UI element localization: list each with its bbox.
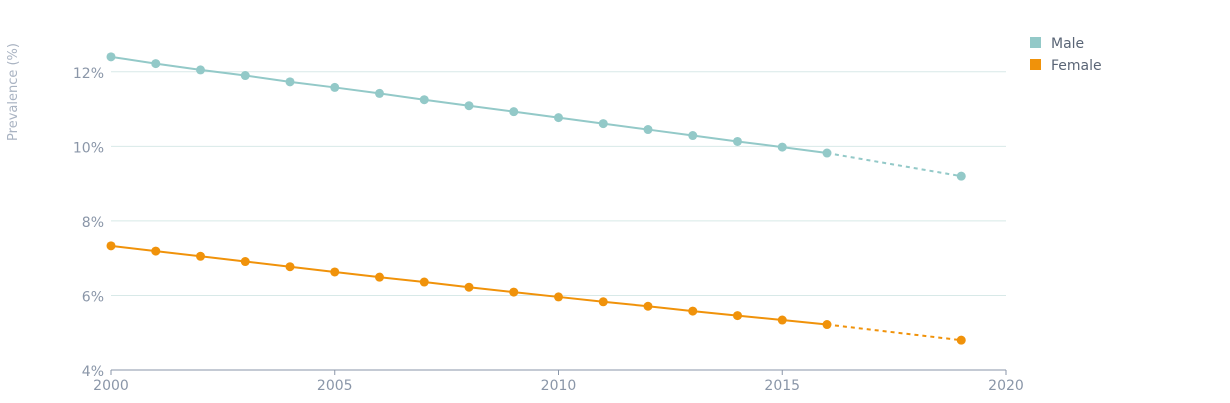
data-point-female xyxy=(956,335,966,345)
data-point-male xyxy=(688,131,698,141)
data-point-female xyxy=(598,297,608,307)
y-tick-label: 6% xyxy=(82,289,104,305)
x-tick-label: 2015 xyxy=(764,378,800,394)
x-tick-label: 2005 xyxy=(317,378,353,394)
data-point-female xyxy=(464,282,474,292)
series-projection-line-female xyxy=(826,323,962,342)
data-point-male xyxy=(151,59,161,69)
data-point-male xyxy=(464,101,474,111)
data-point-female xyxy=(688,306,698,316)
data-point-male xyxy=(643,125,653,135)
data-point-female xyxy=(777,315,787,325)
y-axis-title: Prevalence (%) xyxy=(6,43,21,141)
data-point-male xyxy=(509,107,519,117)
data-point-female xyxy=(375,272,384,282)
y-tick-label: 10% xyxy=(73,140,104,156)
series-projection-line-male xyxy=(826,152,962,178)
x-tick-label: 2010 xyxy=(541,378,577,394)
data-point-female xyxy=(106,241,116,251)
data-point-male xyxy=(598,119,608,129)
data-point-female xyxy=(196,251,205,261)
data-point-male xyxy=(956,171,966,181)
data-point-male xyxy=(822,148,832,158)
data-point-male xyxy=(106,52,116,62)
data-point-male xyxy=(554,113,563,123)
data-point-female xyxy=(419,277,429,287)
data-point-male xyxy=(240,71,250,81)
data-point-female xyxy=(285,262,295,272)
y-tick-label: 8% xyxy=(82,215,104,231)
data-point-female xyxy=(330,267,340,277)
legend-label-female: Female xyxy=(1051,58,1102,74)
data-point-female xyxy=(509,287,519,297)
data-point-male xyxy=(419,95,429,105)
series-layer xyxy=(106,52,966,345)
data-point-male xyxy=(777,142,787,152)
legend-swatch-female xyxy=(1030,59,1041,70)
data-point-female xyxy=(733,311,742,321)
x-axis-ticks: 2000 2005 2010 2015 2020 xyxy=(93,370,1024,394)
y-tick-label: 4% xyxy=(82,364,104,380)
data-point-male xyxy=(330,82,340,92)
legend-label-male: Male xyxy=(1051,36,1084,52)
data-point-female xyxy=(151,246,161,256)
data-point-female xyxy=(554,292,563,302)
legend: Male Female xyxy=(1030,36,1102,74)
data-point-female xyxy=(643,301,653,311)
data-point-male xyxy=(196,65,205,75)
data-point-female xyxy=(240,257,250,267)
data-point-male xyxy=(733,136,742,146)
y-tick-label: 12% xyxy=(73,66,104,82)
x-tick-label: 2000 xyxy=(93,378,129,394)
x-tick-label: 2020 xyxy=(988,378,1024,394)
data-point-male xyxy=(375,88,384,98)
data-point-female xyxy=(822,320,832,330)
y-axis-ticks: 4% 6% 8% 10% 12% xyxy=(73,66,104,380)
data-point-male xyxy=(285,77,295,87)
legend-swatch-male xyxy=(1030,37,1041,48)
